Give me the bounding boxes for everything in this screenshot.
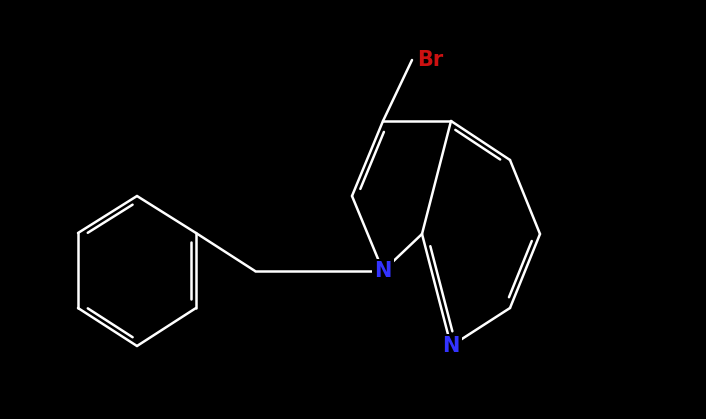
Text: N: N [443, 336, 460, 356]
Text: N: N [374, 261, 392, 281]
Text: Br: Br [417, 50, 443, 70]
